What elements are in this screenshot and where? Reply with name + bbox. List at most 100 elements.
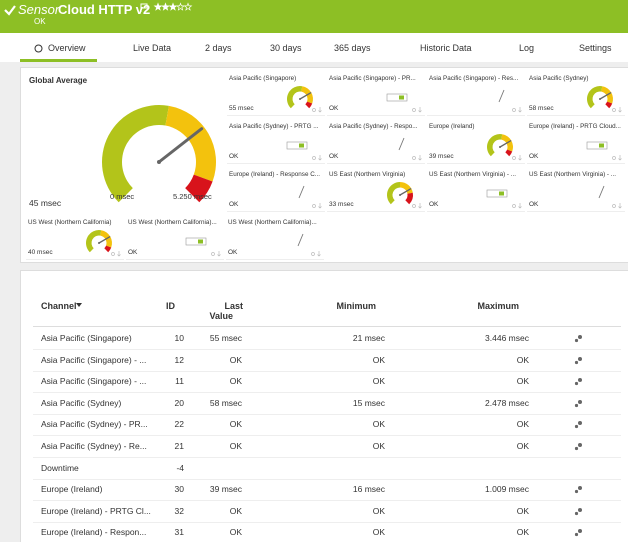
- tile-down-icon: [519, 203, 522, 208]
- tab[interactable]: 365 days: [334, 43, 371, 53]
- sort-triangle: [76, 303, 82, 307]
- gauge-graphic: [527, 167, 625, 211]
- status-check-icon: [4, 4, 16, 16]
- channel-name[interactable]: Europe (Ireland) - Respon...: [41, 527, 146, 537]
- channel-name[interactable]: Asia Pacific (Sydney) - PR...: [41, 419, 148, 429]
- channel-action-icon[interactable]: [574, 334, 583, 343]
- gauge-tile: Europe (Ireland) - Response C...OK: [227, 167, 325, 212]
- gear-a: [578, 421, 582, 425]
- gear-b: [575, 533, 578, 536]
- needle: [499, 90, 504, 102]
- tab[interactable]: Live Data: [133, 43, 171, 53]
- gauge-band: [487, 134, 502, 156]
- tab[interactable]: 2 days: [205, 43, 232, 53]
- channel-action-icon[interactable]: [574, 356, 583, 365]
- gauge-hub: [499, 146, 501, 148]
- channel-name[interactable]: Downtime: [41, 463, 79, 473]
- gauge-graphic: [126, 215, 224, 259]
- tab[interactable]: 30 days: [270, 43, 302, 53]
- last-value: OK: [192, 441, 242, 451]
- tile-tool-icon: [212, 253, 215, 256]
- tile-down-icon: [319, 155, 322, 160]
- col-header[interactable]: Value: [191, 311, 233, 321]
- channel-name[interactable]: Asia Pacific (Sydney): [41, 398, 121, 408]
- gauge-graphic: [227, 119, 325, 163]
- table-row: Asia Pacific (Singapore) - ...11OKOKOK: [33, 371, 621, 393]
- col-header[interactable]: ID: [151, 301, 175, 311]
- gauge-tile: US West (Northern California)40 msec: [26, 215, 124, 260]
- channel-name[interactable]: Asia Pacific (Singapore): [41, 333, 132, 343]
- maximum-value: 3.446 msec: [469, 333, 529, 343]
- col-header[interactable]: Channel: [41, 301, 77, 311]
- minimum-value: OK: [325, 506, 385, 516]
- gear-b: [575, 512, 578, 515]
- bar-fill: [499, 192, 504, 196]
- col-header[interactable]: Maximum: [461, 301, 519, 311]
- maximum-value: OK: [469, 419, 529, 429]
- channel-name[interactable]: Asia Pacific (Singapore) - ...: [41, 355, 146, 365]
- tile-down-icon: [319, 107, 322, 112]
- table-row: Downtime-4: [33, 458, 621, 480]
- gear-a: [578, 486, 582, 490]
- gauge-band: [405, 193, 413, 204]
- last-value: 55 msec: [192, 333, 242, 343]
- tile-down-icon: [619, 203, 622, 208]
- col-header[interactable]: Minimum: [321, 301, 376, 311]
- last-value: OK: [192, 506, 242, 516]
- gauge-tile: Europe (Ireland) - PRTG Cloud...OK: [527, 119, 625, 164]
- channel-name[interactable]: Asia Pacific (Sydney) - Re...: [41, 441, 147, 451]
- channel-action-icon[interactable]: [574, 485, 583, 494]
- tile-tool-icon: [413, 109, 416, 112]
- flag: [141, 4, 147, 12]
- header-rule: [33, 326, 621, 327]
- gauge-tile: Asia Pacific (Singapore) - PR...OK: [327, 71, 425, 116]
- gauge-graphic: [427, 119, 525, 163]
- gauge-band: [86, 230, 101, 252]
- gauge-band: [287, 86, 302, 108]
- channel-action-icon[interactable]: [574, 420, 583, 429]
- tab[interactable]: Settings: [579, 43, 612, 53]
- channel-action-icon[interactable]: [574, 528, 583, 537]
- gauge-band: [387, 182, 400, 204]
- gear-a: [578, 378, 582, 382]
- col-header[interactable]: Last: [201, 301, 243, 311]
- table-row: Asia Pacific (Sydney) - Re...21OKOKOK: [33, 436, 621, 458]
- last-value: OK: [192, 355, 242, 365]
- tile-tool-icon: [313, 205, 316, 208]
- channel-action-icon[interactable]: [574, 377, 583, 386]
- channel-name[interactable]: Europe (Ireland): [41, 484, 102, 494]
- tile-tool-icon: [513, 205, 516, 208]
- gauge-tile: US East (Northern Virginia)33 msec: [327, 167, 425, 212]
- gauge-tile: Asia Pacific (Singapore) - Res...: [427, 71, 525, 116]
- channel-action-icon[interactable]: [574, 399, 583, 408]
- tile-down-icon: [619, 155, 622, 160]
- gauge-graphic: [327, 119, 425, 163]
- tile-tool-icon: [313, 157, 316, 160]
- global-average-max: 5.250 msec: [173, 192, 212, 201]
- gear-b: [575, 382, 578, 385]
- gauge-tile: US West (Northern California)...OK: [126, 215, 224, 260]
- tile-tool-icon: [413, 157, 416, 160]
- channel-name[interactable]: Europe (Ireland) - PRTG Cl...: [41, 506, 151, 516]
- minimum-value: OK: [325, 419, 385, 429]
- channel-id: 10: [144, 333, 184, 343]
- needle: [298, 234, 303, 246]
- tile-tool-icon: [613, 205, 616, 208]
- tile-down-icon: [319, 203, 322, 208]
- channel-id: 11: [144, 376, 184, 386]
- gauge-band: [165, 106, 216, 182]
- gauge-graphic: [527, 71, 625, 115]
- channel-name[interactable]: Asia Pacific (Singapore) - ...: [41, 376, 146, 386]
- channel-action-icon[interactable]: [574, 442, 583, 451]
- star: [177, 3, 184, 10]
- gauge-hub: [599, 98, 601, 100]
- tile-down-icon: [419, 203, 422, 208]
- tab[interactable]: Log: [519, 43, 534, 53]
- tile-down-icon: [519, 155, 522, 160]
- channel-action-icon[interactable]: [574, 507, 583, 516]
- tab[interactable]: Historic Data: [420, 43, 472, 53]
- needle: [399, 138, 404, 150]
- tab[interactable]: Overview: [48, 43, 86, 53]
- tile-tool-icon: [313, 109, 316, 112]
- gauge-band: [102, 105, 169, 202]
